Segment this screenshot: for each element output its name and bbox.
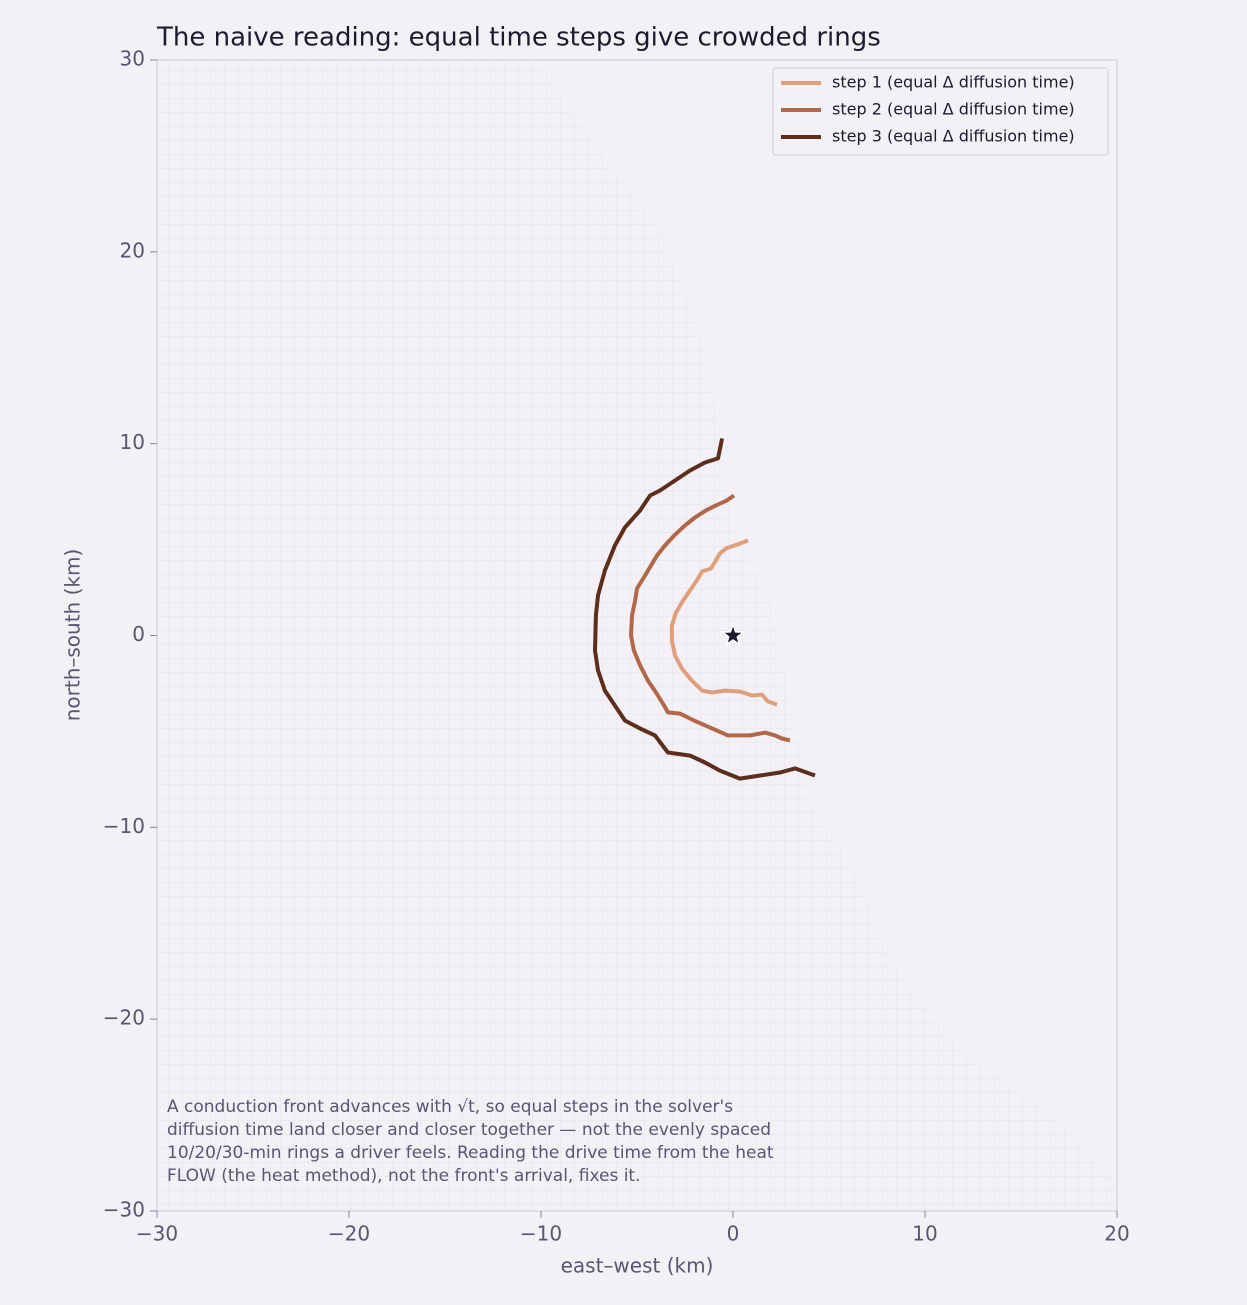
y-axis-label: north–south (km) <box>61 549 85 722</box>
x-tick-label: 0 <box>727 1222 740 1246</box>
legend-label: step 3 (equal Δ diffusion time) <box>832 127 1075 146</box>
y-tick-label: 0 <box>132 622 145 646</box>
y-tick-label: −30 <box>103 1198 145 1222</box>
chart-title: The naive reading: equal time steps give… <box>156 23 881 53</box>
x-tick-label: −20 <box>328 1222 370 1246</box>
y-tick-label: 10 <box>120 430 145 454</box>
annotation: A conduction front advances with √t, so … <box>167 1097 733 1117</box>
annotation: FLOW (the heat method), not the front's … <box>167 1166 641 1186</box>
y-tick-label: −20 <box>103 1006 145 1030</box>
contour-line <box>593 438 816 781</box>
x-tick-label: 20 <box>1104 1222 1129 1246</box>
map-land <box>158 62 1115 1210</box>
x-tick-label: 10 <box>912 1222 937 1246</box>
y-tick-label: −10 <box>103 814 145 838</box>
legend-label: step 1 (equal Δ diffusion time) <box>832 73 1075 92</box>
contour-line <box>629 493 791 743</box>
x-tick-label: −30 <box>136 1222 178 1246</box>
contour-line <box>669 538 778 707</box>
legend-box <box>772 67 1109 156</box>
y-tick-label: 20 <box>120 238 145 262</box>
y-tick-label: 30 <box>120 47 145 71</box>
annotation: 10/20/30-min rings a driver feels. Readi… <box>167 1143 774 1163</box>
legend-label: step 2 (equal Δ diffusion time) <box>832 100 1075 119</box>
annotation: diffusion time land closer and closer to… <box>167 1120 771 1140</box>
x-axis-label: east–west (km) <box>561 1254 714 1278</box>
origin-star <box>720 622 746 647</box>
x-tick-label: −10 <box>520 1222 562 1246</box>
